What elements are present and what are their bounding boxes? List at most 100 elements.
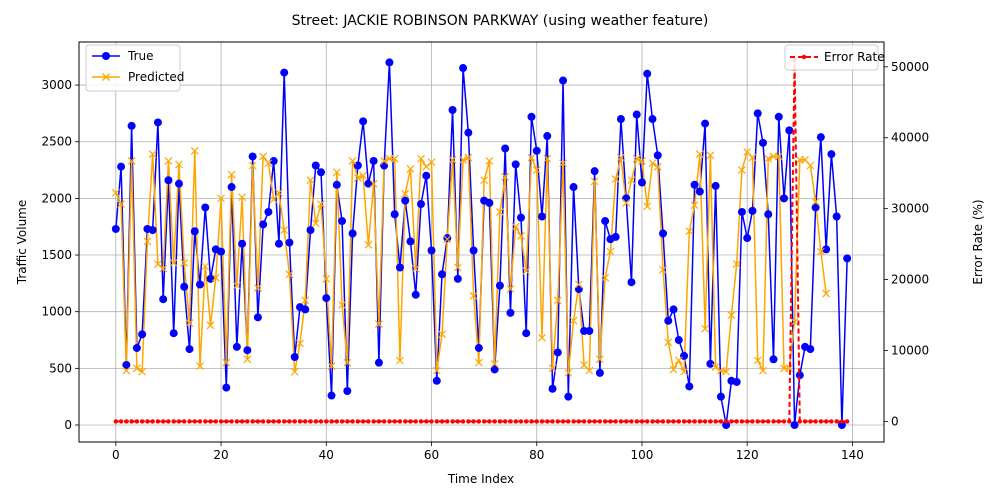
error-point	[697, 419, 703, 424]
error-point	[560, 419, 566, 424]
error-point	[529, 419, 534, 424]
true-point	[659, 229, 668, 238]
predicted-point	[464, 153, 473, 162]
predicted-point	[185, 319, 194, 327]
true-point	[232, 342, 241, 351]
x-tick-label: 0	[112, 448, 120, 462]
true-point	[253, 313, 262, 322]
predicted-point	[517, 231, 525, 240]
error-point	[192, 419, 197, 424]
error-point	[250, 419, 255, 424]
true-point	[348, 229, 357, 238]
error-point	[555, 419, 560, 424]
y2-tick-label: 30000	[891, 202, 929, 216]
true-point	[290, 353, 299, 362]
x-tick-label: 120	[736, 448, 759, 462]
true-point	[538, 212, 547, 221]
true-point	[595, 368, 604, 377]
predicted-point	[122, 366, 131, 375]
predicted-point	[396, 356, 404, 365]
true-point	[438, 270, 447, 279]
error-point	[650, 419, 655, 424]
error-point	[708, 419, 713, 424]
error-point	[581, 419, 587, 424]
predicted-point	[601, 273, 610, 282]
error-point	[797, 419, 803, 424]
predicted-point	[569, 316, 578, 325]
y2-tick-label: 50000	[891, 60, 929, 74]
predicted-point	[711, 363, 720, 372]
predicted-point	[585, 366, 594, 375]
predicted-point	[643, 202, 652, 211]
predicted-point	[343, 358, 352, 367]
error-point	[660, 419, 666, 424]
grid	[79, 42, 884, 442]
true-point	[522, 329, 531, 338]
plot-frame	[78, 41, 885, 443]
true-point	[601, 217, 610, 226]
error-point	[376, 419, 382, 424]
true-point	[453, 274, 462, 283]
true-point	[674, 336, 683, 345]
predicted-point	[285, 270, 294, 279]
predicted-point	[275, 188, 283, 197]
true-point	[764, 210, 773, 219]
true-point	[301, 305, 310, 314]
error-point	[334, 419, 340, 424]
predicted-point	[564, 368, 573, 377]
true-point	[359, 117, 368, 126]
true-point	[690, 180, 699, 189]
true-point	[822, 245, 831, 254]
y-axis-label: Traffic Volume	[15, 200, 29, 286]
predicted-point	[180, 259, 189, 267]
error-point	[124, 419, 129, 424]
x-tick-label: 20	[213, 448, 228, 462]
true-point	[569, 183, 578, 192]
true-point	[174, 179, 183, 188]
axes: 0 20 40 60 80 100 120 140 0 500 1000 1500 2000 2500 30…	[41, 60, 929, 462]
predicted-point	[269, 195, 278, 204]
true-point	[369, 156, 378, 165]
true-point	[164, 176, 173, 185]
true-point	[769, 355, 778, 364]
error-point	[455, 419, 461, 424]
series-predicted-line	[115, 150, 827, 374]
error-point	[387, 419, 392, 424]
predicted-point	[332, 168, 341, 177]
predicted-point	[390, 154, 399, 163]
true-point	[222, 383, 231, 392]
error-point	[808, 419, 813, 424]
true-point	[706, 359, 715, 368]
x-tick-label: 80	[529, 448, 544, 462]
true-point	[201, 203, 210, 212]
error-point	[287, 419, 292, 424]
y-tick-label: 2500	[41, 135, 72, 149]
predicted-point	[738, 166, 746, 174]
error-point	[471, 419, 476, 424]
error-point	[508, 419, 513, 424]
error-point	[413, 419, 418, 424]
legend-true-marker	[102, 52, 110, 60]
error-point	[771, 419, 776, 424]
error-point	[755, 419, 760, 424]
error-point	[350, 419, 355, 424]
true-point	[401, 196, 410, 205]
error-point	[281, 419, 287, 424]
predicted-point	[648, 159, 657, 168]
true-point	[485, 198, 494, 207]
true-point	[248, 152, 257, 161]
true-point	[611, 232, 620, 241]
error-point	[513, 419, 518, 424]
true-point	[795, 371, 804, 380]
true-point	[653, 151, 662, 160]
error-point	[276, 419, 282, 424]
predicted-point	[548, 364, 557, 373]
true-point	[269, 156, 278, 165]
legend-left: True Predicted	[85, 44, 184, 92]
error-point	[766, 419, 771, 424]
predicted-point	[501, 172, 510, 181]
true-point	[701, 119, 710, 128]
predicted-point	[301, 296, 310, 305]
predicted-point	[222, 358, 231, 367]
error-point	[360, 419, 366, 424]
